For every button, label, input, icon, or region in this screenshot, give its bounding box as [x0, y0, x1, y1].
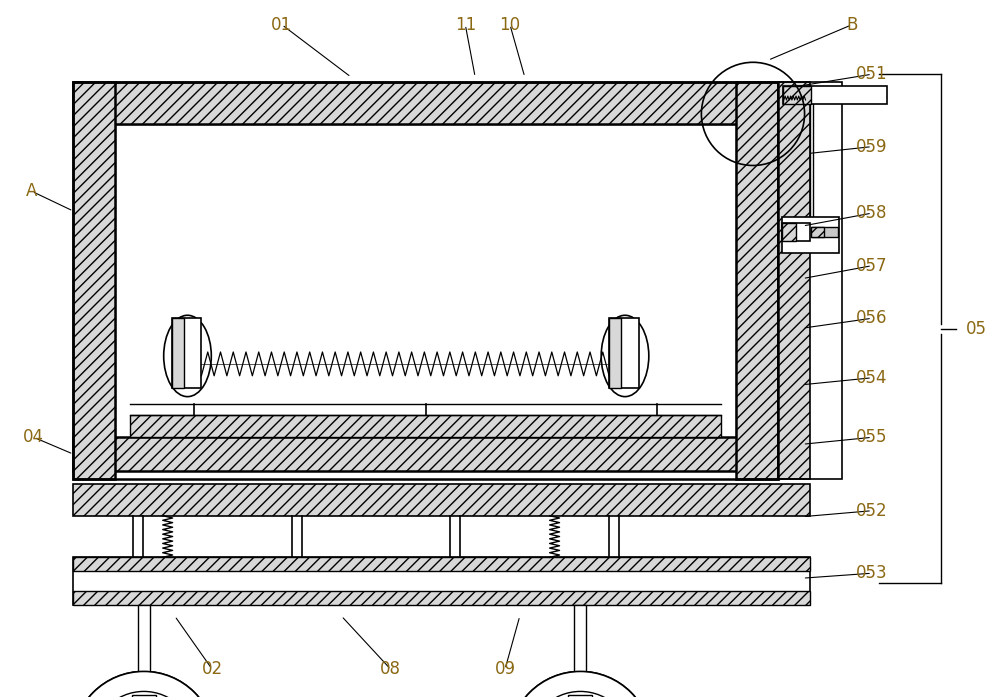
Bar	[811, 227, 824, 237]
Bar	[73, 557, 810, 605]
Bar	[782, 223, 796, 241]
Text: 11: 11	[455, 15, 476, 34]
Bar	[609, 318, 621, 388]
Bar	[783, 86, 887, 104]
Bar	[73, 82, 778, 479]
Circle shape	[529, 692, 632, 700]
Bar	[778, 82, 810, 479]
Text: 054: 054	[856, 369, 888, 387]
Bar	[73, 82, 115, 479]
Text: 057: 057	[856, 257, 888, 274]
Text: 059: 059	[856, 138, 888, 155]
Bar	[172, 318, 201, 388]
Text: 055: 055	[856, 428, 888, 447]
Text: B: B	[846, 15, 858, 34]
Text: 01: 01	[271, 15, 292, 34]
Text: 10: 10	[499, 15, 520, 34]
Bar	[138, 605, 150, 676]
Bar	[73, 557, 810, 571]
Bar	[73, 438, 778, 471]
Bar	[132, 695, 156, 700]
Text: 051: 051	[856, 65, 888, 83]
Text: 052: 052	[856, 502, 888, 519]
Bar	[73, 82, 778, 124]
Bar	[778, 82, 842, 479]
Bar	[609, 318, 639, 388]
Circle shape	[92, 692, 195, 700]
Text: 09: 09	[494, 660, 515, 678]
Text: 056: 056	[856, 309, 888, 328]
Text: 04: 04	[23, 428, 44, 447]
Text: 05: 05	[966, 320, 987, 337]
Bar	[736, 82, 778, 479]
Text: 053: 053	[856, 564, 888, 582]
Bar	[568, 695, 592, 700]
Bar	[115, 124, 736, 445]
Bar	[782, 223, 810, 241]
Text: 02: 02	[202, 660, 223, 678]
Bar	[172, 318, 184, 388]
Circle shape	[509, 671, 652, 700]
Text: 058: 058	[856, 204, 888, 222]
Bar	[73, 591, 810, 605]
Bar	[782, 217, 839, 253]
Text: 08: 08	[380, 660, 401, 678]
Bar	[783, 86, 811, 104]
Bar	[73, 484, 810, 516]
Circle shape	[72, 671, 215, 700]
Bar	[130, 416, 721, 438]
Bar	[574, 605, 586, 676]
Bar	[811, 227, 838, 237]
Text: A: A	[26, 182, 37, 200]
